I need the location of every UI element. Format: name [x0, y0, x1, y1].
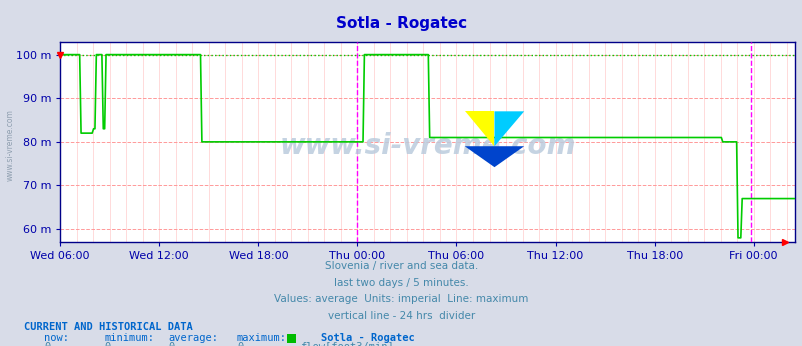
Text: maximum:: maximum: [237, 333, 286, 343]
Text: 0: 0 [237, 342, 243, 346]
Text: flow[foot3/min]: flow[foot3/min] [299, 342, 393, 346]
Polygon shape [494, 111, 524, 146]
Text: minimum:: minimum: [104, 333, 154, 343]
Text: www.si-vreme.com: www.si-vreme.com [6, 109, 15, 181]
Text: Values: average  Units: imperial  Line: maximum: Values: average Units: imperial Line: ma… [274, 294, 528, 304]
Text: last two days / 5 minutes.: last two days / 5 minutes. [334, 278, 468, 288]
Text: Sotla - Rogatec: Sotla - Rogatec [335, 16, 467, 30]
Text: 0: 0 [168, 342, 175, 346]
Polygon shape [464, 111, 494, 146]
Text: 0: 0 [44, 342, 51, 346]
Text: Sotla - Rogatec: Sotla - Rogatec [321, 333, 415, 343]
Text: now:: now: [44, 333, 69, 343]
Text: 0: 0 [104, 342, 111, 346]
Text: vertical line - 24 hrs  divider: vertical line - 24 hrs divider [327, 311, 475, 321]
Text: CURRENT AND HISTORICAL DATA: CURRENT AND HISTORICAL DATA [24, 322, 192, 333]
Text: www.si-vreme.com: www.si-vreme.com [279, 132, 575, 160]
Text: average:: average: [168, 333, 218, 343]
Polygon shape [464, 146, 524, 167]
Text: Slovenia / river and sea data.: Slovenia / river and sea data. [325, 261, 477, 271]
